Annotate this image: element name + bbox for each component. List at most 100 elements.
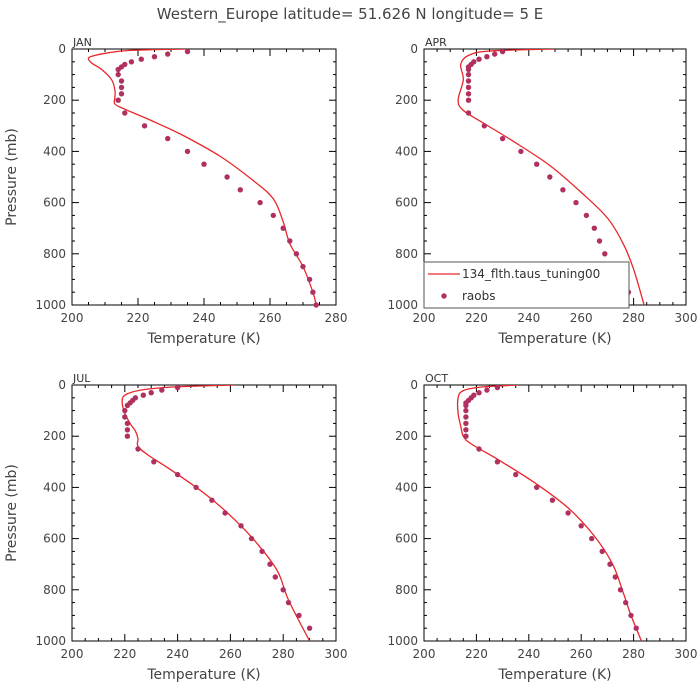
raobs-point [596,238,603,244]
raobs-point [463,433,469,439]
raobs-point [201,161,207,167]
x-tick-label: 280 [325,311,348,325]
x-tick-label: 240 [166,647,189,661]
raobs-point [465,91,472,97]
raobs-point [310,289,316,295]
raobs-point [184,48,191,55]
x-axis-label: Temperature (K) [497,331,611,347]
raobs-point [481,123,487,129]
legend-box [423,261,630,309]
model-profile-line [457,49,645,305]
x-tick-label: 280 [622,647,645,661]
panel-apr: APR 200 220 240 260 280 300 0 200 400 600 800 1000 Te… [387,36,697,347]
x-tick-label: 220 [465,311,488,325]
panel-label: JUL [72,372,91,385]
raobs-point [484,54,490,60]
raobs-point [306,276,313,283]
raobs-point [151,54,158,60]
raobs-point [128,59,135,65]
raobs-point [465,78,472,84]
y-tick-label: 600 [43,532,66,546]
y-tick-label: 0 [410,42,418,56]
raobs-point [285,599,292,606]
x-axis-label: Temperature (K) [497,667,611,683]
panel-label: JAN [72,36,92,49]
raobs-point [628,612,634,619]
raobs-point [612,574,618,580]
x-axis-label: Temperature (K) [146,667,260,683]
x-tick-label: 240 [517,647,540,661]
x-tick-label: 240 [193,311,216,325]
raobs-point [476,56,482,62]
raobs-point [293,251,300,257]
y-tick-label: 800 [43,247,66,261]
panel-label: OCT [425,372,448,385]
raobs-point [560,187,566,193]
y-tick-label: 400 [395,480,418,494]
raobs-point [534,484,540,491]
raobs-point [494,459,501,465]
x-tick-label: 220 [127,311,150,325]
raobs-point [165,135,171,142]
raobs-point [257,199,263,206]
raobs-point [140,392,146,398]
y-tick-label: 600 [395,532,418,546]
raobs-point [534,161,540,167]
y-axis-label: Pressure (mb) [4,128,20,226]
raobs-point [222,510,228,516]
raobs-point [296,612,302,619]
plot-frame [71,384,337,642]
raobs-point [591,225,597,231]
x-tick-label: 260 [570,647,593,661]
raobs-point [280,225,286,231]
raobs-point [513,471,519,478]
raobs-point [124,433,131,439]
raobs-point [174,471,181,478]
raobs-point [118,78,125,84]
y-tick-label: 200 [395,93,418,107]
raobs-point [124,402,131,409]
raobs-point [174,384,181,391]
y-tick-label: 400 [395,144,418,158]
raobs-point [118,84,125,91]
raobs-point [499,135,506,142]
raobs-point [193,484,199,491]
y-tick-label: 400 [43,144,66,158]
raobs-point [306,625,313,631]
panel-label: APR [425,36,447,49]
y-tick-label: 1000 [35,298,66,312]
raobs-point [118,91,125,97]
legend-model-label: 134_flth.taus_tuning00 [462,267,600,281]
figure-title: Western_Europe latitude= 51.626 N longit… [157,5,543,24]
raobs-point [159,387,165,393]
raobs-point [623,599,629,606]
raobs-point [518,148,524,155]
raobs-point [184,148,191,155]
raobs-point [484,387,490,393]
raobs-point [148,390,154,396]
raobs-point [573,199,579,206]
y-axis-label: Pressure (mb) [4,464,20,562]
raobs-point [465,66,472,73]
legend-dot-swatch [441,293,447,299]
raobs-point [465,97,472,103]
raobs-point [589,535,595,542]
raobs-point [465,84,472,91]
raobs-point [237,187,243,193]
raobs-point [465,110,472,116]
x-tick-label: 300 [675,647,698,661]
raobs-point [135,446,141,452]
x-tick-label: 260 [259,311,282,325]
x-tick-label: 200 [61,647,84,661]
raobs-point [209,497,215,503]
x-tick-label: 280 [622,311,645,325]
raobs-point [270,212,276,219]
panel-jan: JAN 200 220 240 260 280 0 200 400 600 800 1000 Tempe… [4,36,347,347]
y-tick-label: 800 [395,583,418,597]
raobs-point [122,110,128,116]
raobs-point [138,56,144,62]
raobs-point [494,384,501,391]
model-profile-line [87,49,317,305]
y-tick-label: 600 [43,196,66,210]
